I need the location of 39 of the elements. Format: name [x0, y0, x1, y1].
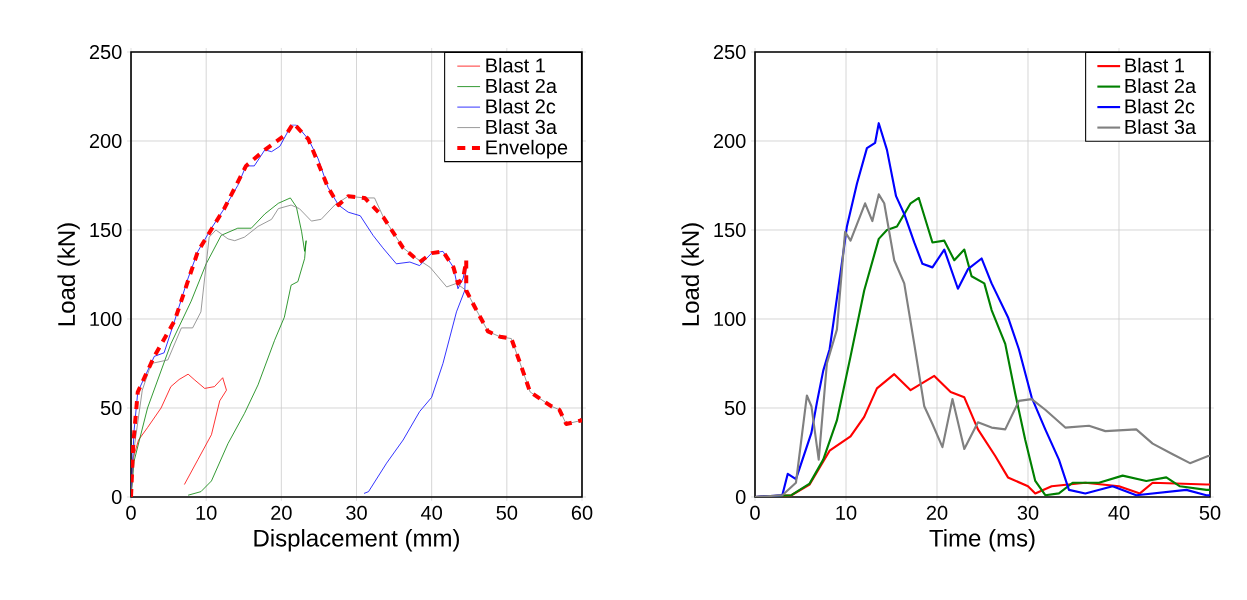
- x-tick-label: 30: [1017, 505, 1039, 520]
- y-tick-label: 0: [111, 489, 122, 505]
- line-series: [131, 197, 307, 497]
- legend-label: Blast 2c: [486, 98, 556, 114]
- x-tick-label: 40: [421, 505, 442, 520]
- legend-label: Blast 2a: [1125, 78, 1197, 94]
- x-tick-label: 30: [346, 505, 367, 520]
- y-tick-label: 150: [90, 222, 122, 238]
- legend-label: Blast 1: [486, 57, 545, 73]
- y-tick-label: 100: [90, 311, 122, 327]
- y-axis-title: Load (kN): [681, 223, 704, 326]
- y-tick-label: 250: [89, 44, 122, 60]
- y-axis-title: Load (kN): [57, 223, 80, 326]
- x-tick-label: 50: [496, 505, 518, 520]
- y-tick-label: 200: [89, 133, 122, 149]
- y-tick-label: 100: [714, 311, 746, 327]
- legend-label: Blast 1: [1125, 57, 1184, 73]
- x-axis-title: Time (ms): [929, 529, 1035, 552]
- y-tick-label: 50: [724, 400, 746, 416]
- x-tick-label: 60: [571, 505, 593, 520]
- x-axis-title: Displacement (mm): [254, 529, 459, 552]
- y-tick-label: 250: [713, 44, 746, 60]
- x-tick-label: 50: [1199, 505, 1221, 520]
- x-tick-label: 0: [750, 505, 760, 520]
- legend-label: Blast 3a: [486, 119, 557, 135]
- x-tick-label: 10: [196, 505, 217, 520]
- y-tick-label: 200: [713, 133, 746, 149]
- legend-label: Blast 3a: [1125, 119, 1197, 135]
- x-tick-label: 10: [836, 505, 857, 520]
- legend-label: Blast 2a: [486, 78, 557, 94]
- x-tick-label: 0: [126, 505, 136, 520]
- x-tick-label: 40: [1108, 505, 1130, 520]
- legend-label: Envelope: [486, 139, 568, 159]
- x-tick-label: 20: [926, 505, 948, 520]
- y-tick-label: 50: [100, 400, 122, 416]
- y-tick-label: 0: [735, 489, 746, 505]
- legend-label: Blast 2c: [1125, 98, 1195, 114]
- y-tick-label: 150: [714, 222, 746, 238]
- x-tick-label: 20: [271, 505, 292, 520]
